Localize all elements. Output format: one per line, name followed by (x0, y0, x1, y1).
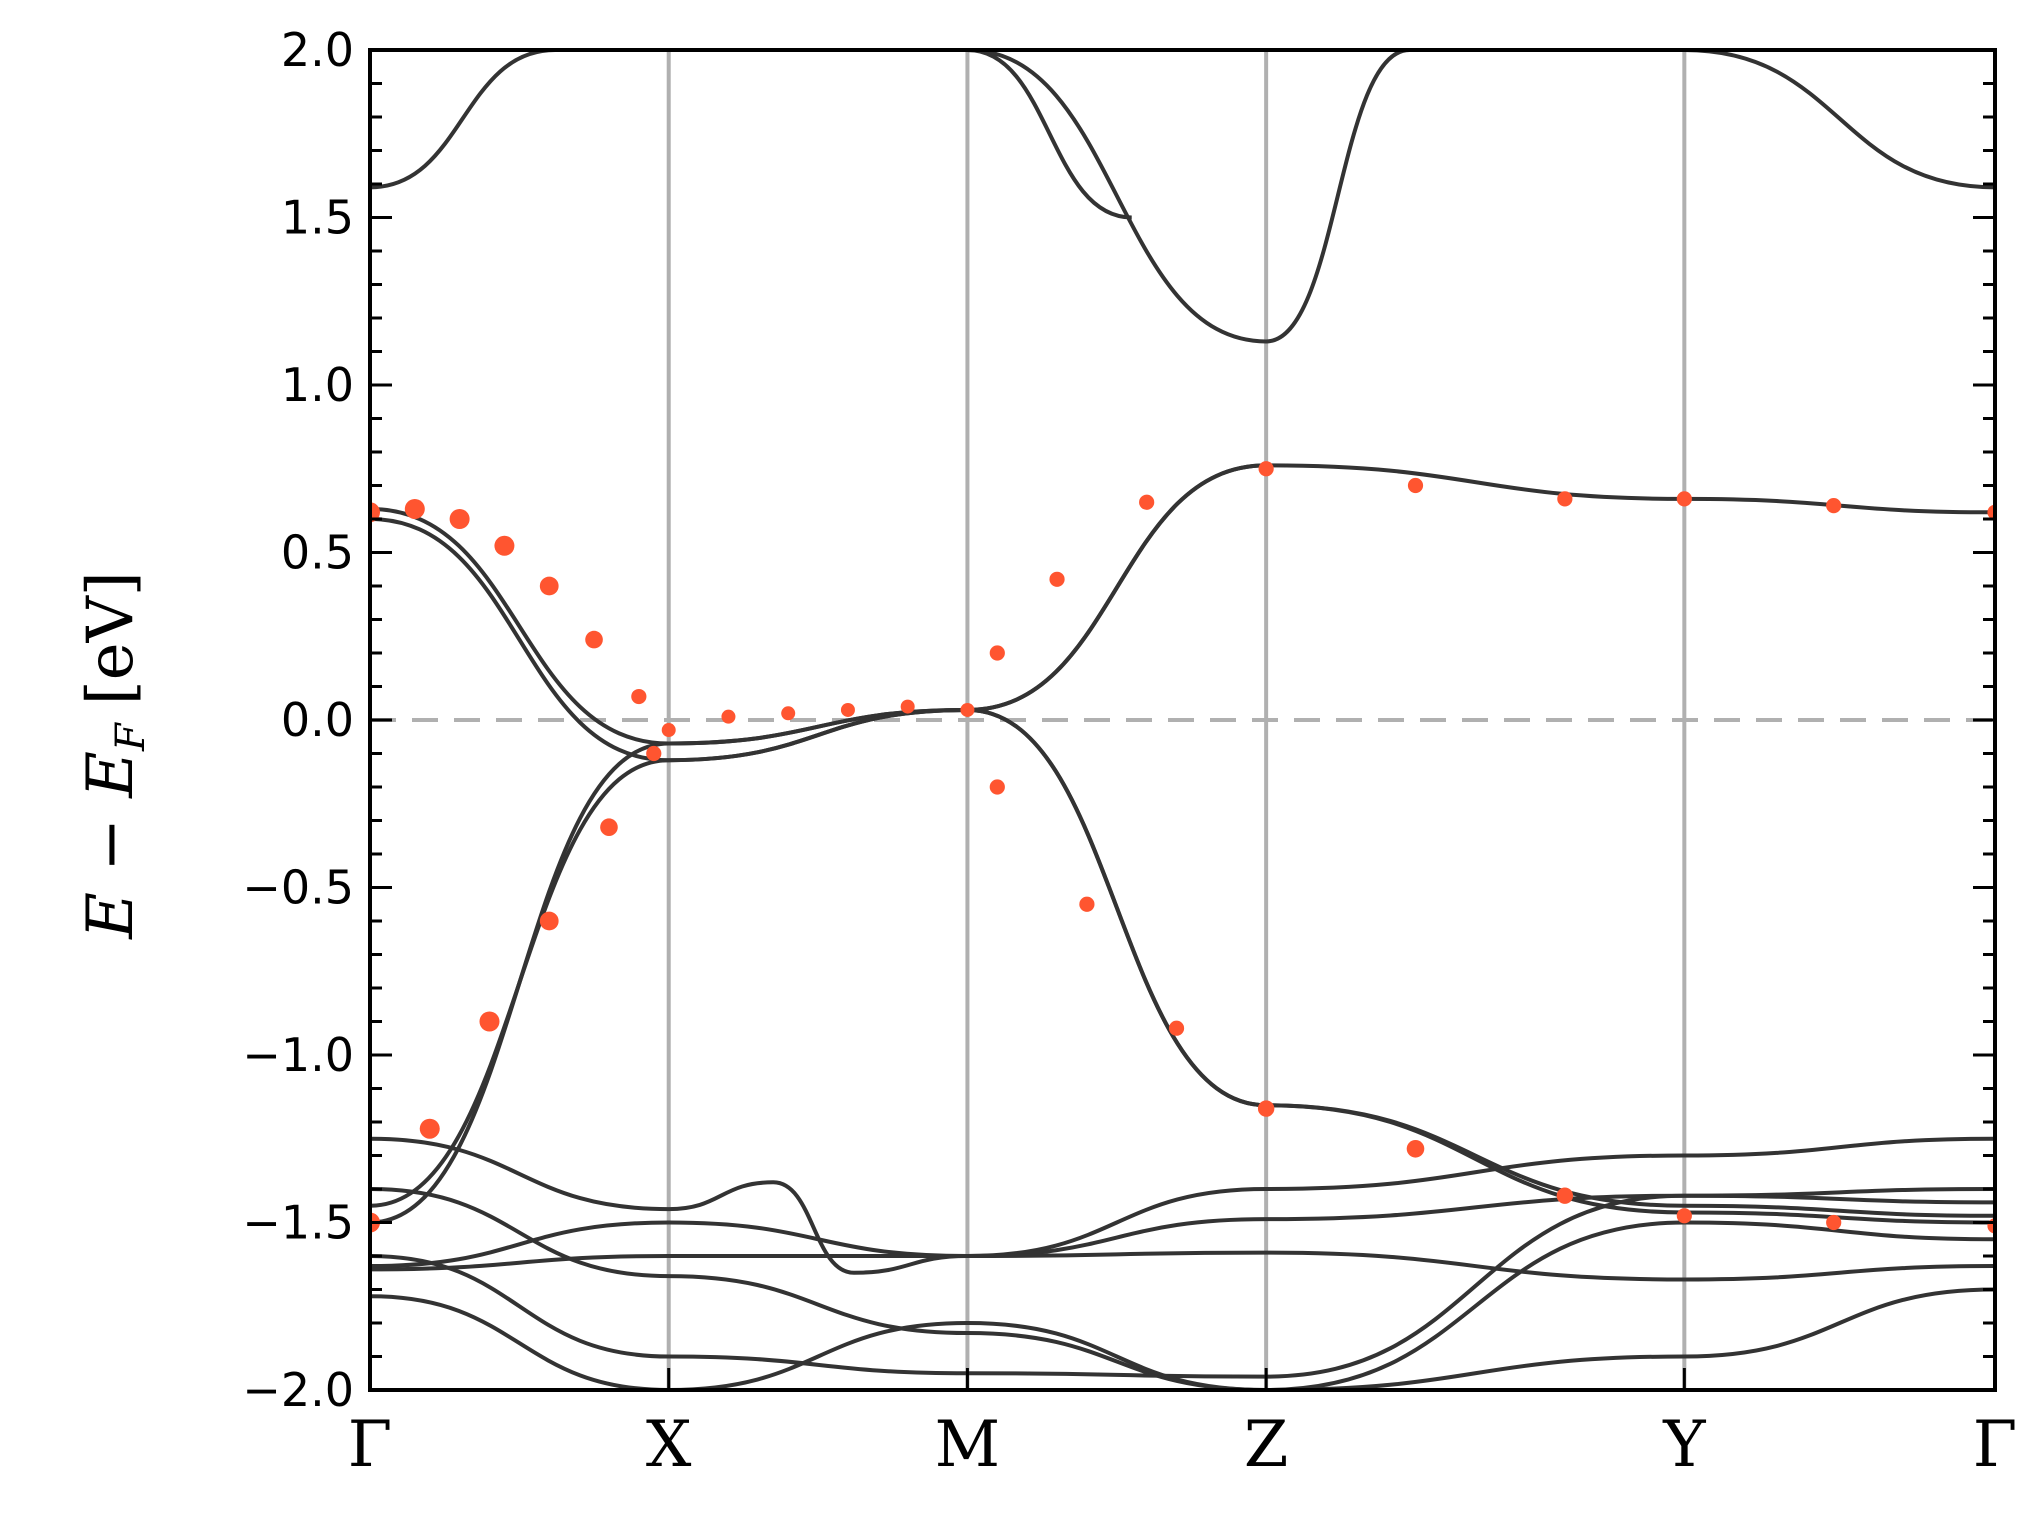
band-line-10 (1624, 50, 1995, 190)
y-axis-ticks: −2.0 −1.5 −1.0 −0.5 0.0 0.5 1.0 1.5 2.0 (242, 23, 1995, 1417)
k-tick-label: Γ (1973, 1408, 2017, 1482)
projection-point-12 (900, 699, 915, 714)
projection-point-7 (631, 688, 647, 705)
projection-point-34 (1556, 1187, 1574, 1204)
projection-point-17 (539, 911, 559, 931)
projection-point-2 (404, 498, 425, 519)
projection-point-23 (1258, 461, 1274, 477)
projection-point-25 (1557, 491, 1573, 507)
projection-point-13 (960, 702, 975, 717)
projection-point-21 (1049, 571, 1065, 587)
projection-point-5 (539, 576, 559, 596)
y-tick-label: −2.0 (242, 1363, 354, 1417)
y-axis-label: E − EF[eV] (74, 571, 154, 940)
projection-point-29 (989, 779, 1005, 795)
band-line-12 (370, 1187, 1995, 1390)
projection-point-8 (661, 723, 676, 738)
projection-point-3 (449, 509, 470, 529)
y-tick-label: 1.5 (281, 191, 354, 245)
band-line-7 (1266, 1103, 1995, 1218)
projection-point-11 (840, 702, 855, 717)
y-tick-label: 2.0 (281, 23, 354, 77)
projection-point-24 (1407, 477, 1424, 494)
projection-point-22 (1139, 494, 1155, 510)
k-tick-label: Z (1244, 1408, 1288, 1482)
projection-point-19 (646, 745, 662, 762)
projection-point-30 (1079, 896, 1095, 912)
projection-point-16 (479, 1011, 500, 1032)
projection-point-9 (721, 709, 736, 724)
band-line-2 (370, 506, 1267, 1108)
projection-point-10 (781, 706, 796, 721)
k-tick-label: X (646, 1408, 692, 1482)
y-tick-label: −1.0 (242, 1028, 354, 1082)
y-tick-label: 1.0 (281, 358, 354, 412)
y-tick-label: 0.5 (281, 526, 354, 580)
projection-point-6 (585, 630, 603, 649)
band-line-4 (370, 463, 1267, 1208)
band-line-16 (370, 1220, 1995, 1390)
band-line-5 (1266, 463, 1995, 515)
k-tick-label: Γ (348, 1408, 392, 1482)
band-line-1 (370, 463, 1267, 1225)
band-line-9 (967, 50, 1410, 344)
band-line-15 (370, 1187, 1995, 1379)
k-tick-label: Y (1662, 1408, 1706, 1482)
y-tick-label: −1.5 (242, 1196, 354, 1250)
y-tick-label: −0.5 (242, 861, 354, 915)
projection-point-26 (1676, 491, 1692, 507)
projection-point-18 (600, 818, 618, 836)
band-line-3 (370, 517, 1267, 1108)
band-line-14 (370, 1250, 1995, 1282)
projection-point-1 (370, 502, 380, 523)
projection-point-33 (1406, 1140, 1425, 1158)
projection-point-27 (1826, 498, 1842, 514)
projection-point-31 (1168, 1020, 1185, 1036)
orbital-projection-markers (370, 461, 1995, 1234)
projection-point-20 (989, 645, 1005, 661)
guide-lines (370, 50, 1995, 1390)
y-tick-label: 0.0 (281, 693, 354, 747)
k-tick-label: M (935, 1408, 1001, 1482)
projection-point-4 (494, 535, 515, 556)
band-line-8 (370, 50, 1132, 220)
projection-point-32 (1257, 1100, 1275, 1117)
projection-point-36 (1826, 1214, 1842, 1231)
band-curves (370, 50, 1995, 1390)
projection-point-35 (1676, 1208, 1692, 1224)
projection-point-15 (419, 1118, 440, 1139)
